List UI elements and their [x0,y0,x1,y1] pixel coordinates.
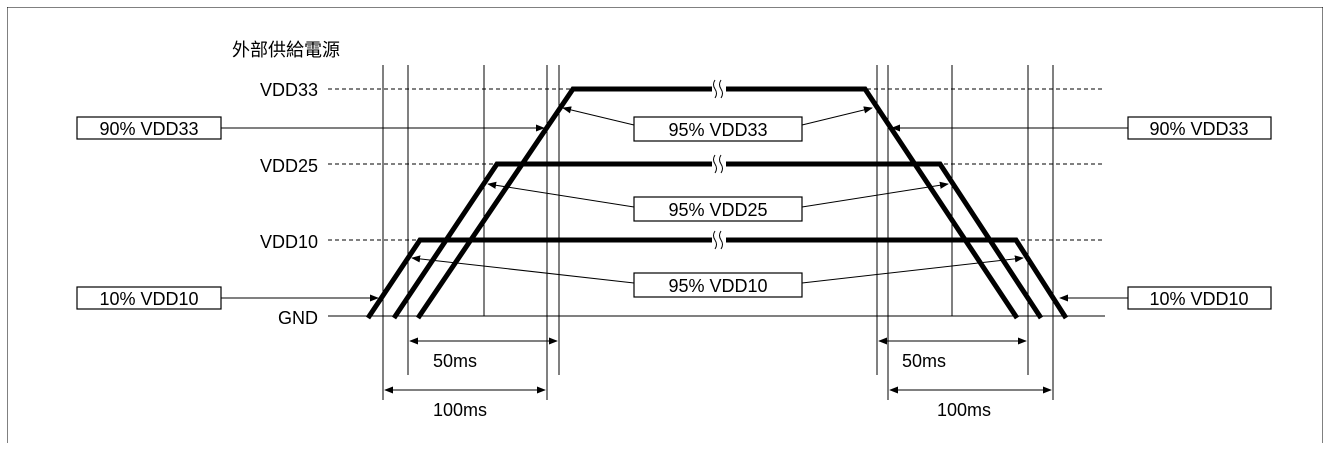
power-sequence-diagram: 外部供給電源 VDD33 VDD25 VDD10 GND 90% VDD33 9… [7,7,1323,443]
center-95-vdd10-arrow-left [411,255,635,284]
gnd-label: GND [278,308,318,328]
vdd10-label: VDD10 [260,232,318,252]
break-marks [712,79,726,250]
left-90-vdd33-text: 90% VDD33 [99,119,198,139]
left-10-vdd10-text: 10% VDD10 [99,289,198,309]
diagram-frame: 外部供給電源 VDD33 VDD25 VDD10 GND 90% VDD33 9… [7,7,1323,443]
center-95-vdd10-text: 95% VDD10 [668,276,767,296]
right-10-vdd10-text: 10% VDD10 [1149,289,1248,309]
center-95-vdd25-arrow-left [487,181,635,208]
right-90-vdd33-text: 90% VDD33 [1149,119,1248,139]
center-95-vdd25-box [633,196,803,222]
vdd25-label: VDD25 [260,156,318,176]
left-100ms-label: 100ms [433,400,487,420]
power-supply-title: 外部供給電源 [232,40,340,61]
right-100ms-label: 100ms [937,400,991,420]
right-50ms-label: 50ms [902,351,946,371]
center-95-vdd33-box [633,116,803,142]
center-95-vdd33-arrow-right [801,106,873,126]
center-95-vdd10-box [633,272,803,298]
vdd33-label: VDD33 [260,80,318,100]
center-95-vdd25-text: 95% VDD25 [668,200,767,220]
left-50ms-label: 50ms [433,351,477,371]
center-95-vdd33-text: 95% VDD33 [668,120,767,140]
center-95-vdd33-arrow-left [562,106,635,126]
center-95-vdd10-arrow-right [801,255,1024,284]
center-95-vdd25-arrow-right [801,181,949,208]
